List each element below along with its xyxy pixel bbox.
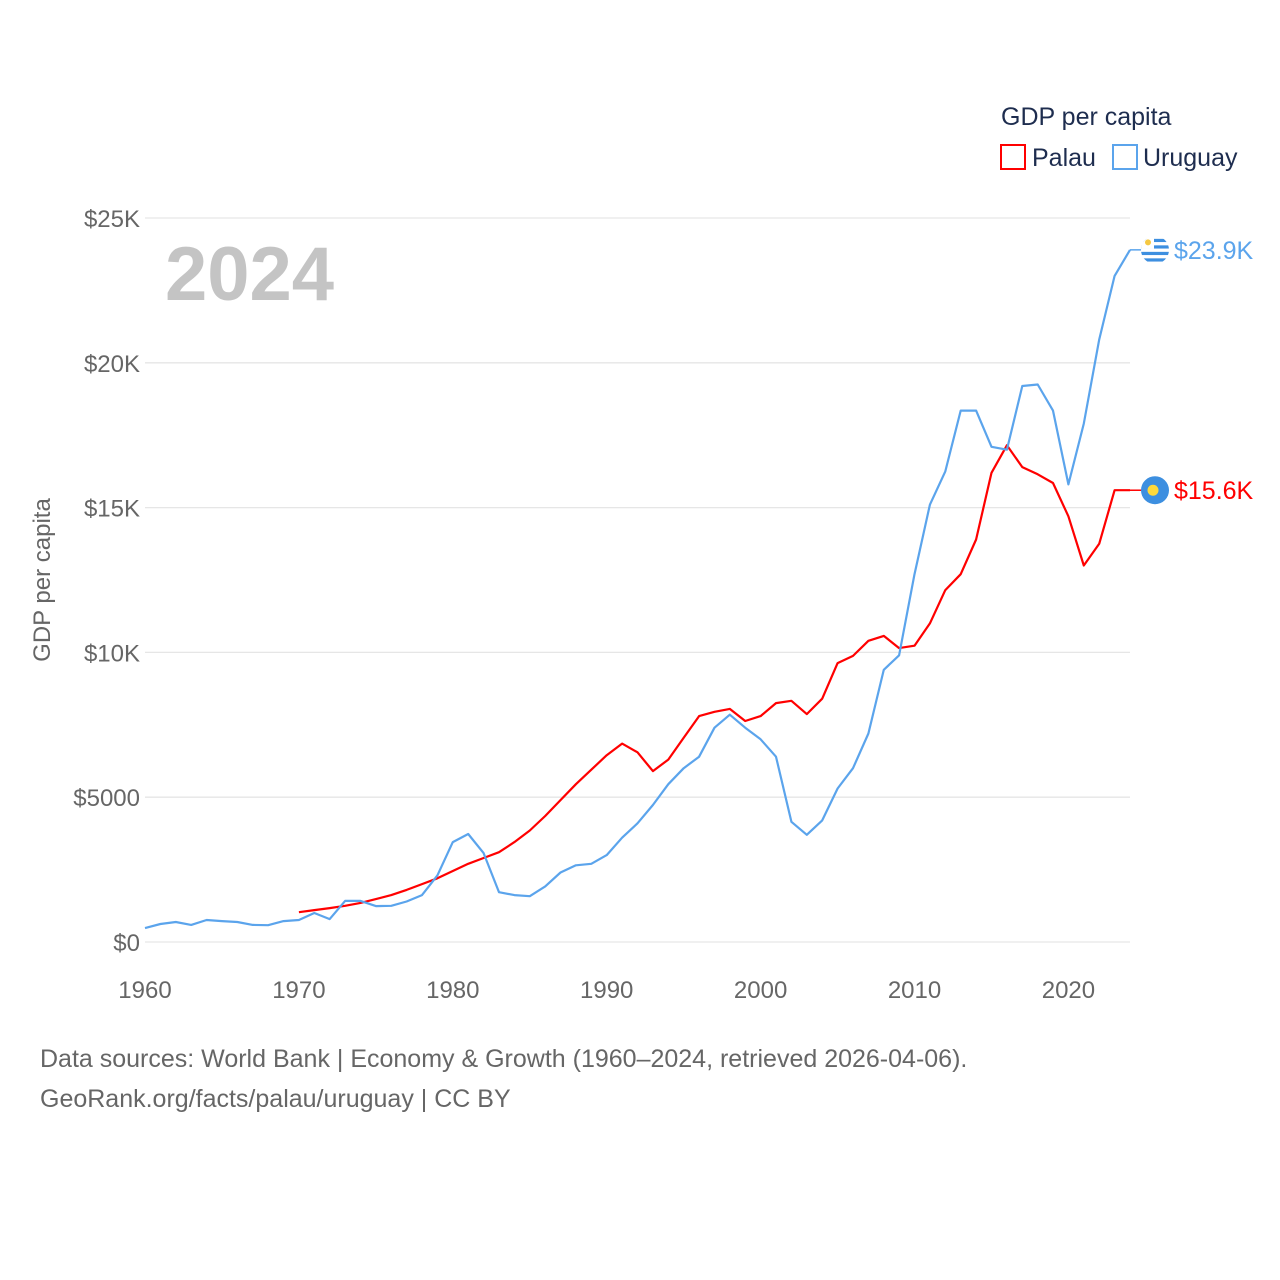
legend-label-palau: Palau — [1032, 144, 1096, 172]
x-tick-label: 1980 — [426, 977, 479, 1004]
legend: GDP per capita Palau Uruguay — [1000, 103, 1238, 172]
x-tick-label: 1990 — [580, 977, 633, 1004]
end-value-label-palau: $15.6K — [1174, 477, 1254, 505]
y-tick-label: $10K — [84, 640, 140, 667]
palau-flag-icon — [1141, 476, 1169, 505]
uruguay-flag-icon — [1141, 235, 1169, 264]
footer-attribution: GeoRank.org/facts/palau/uruguay | CC BY — [40, 1085, 511, 1113]
y-tick-label: $25K — [84, 206, 140, 233]
x-tick-label: 1970 — [272, 977, 325, 1004]
y-tick-label: $20K — [84, 351, 140, 378]
y-tick-label: $0 — [113, 930, 140, 957]
x-tick-label: 2000 — [734, 977, 787, 1004]
y-axis-ticks: $0 $5000 $10K $15K $20K $25K — [73, 206, 140, 957]
series-line-palau — [298, 444, 1130, 914]
x-tick-label: 2020 — [1042, 977, 1095, 1004]
series-line-uruguay — [144, 249, 1131, 930]
y-tick-label: $15K — [84, 496, 140, 523]
x-tick-label: 1960 — [118, 977, 171, 1004]
end-labels: $15.6K $23.9K — [1130, 235, 1254, 505]
y-axis-label: GDP per capita — [29, 498, 56, 662]
x-axis-ticks: 1960 1970 1980 1990 2000 2010 2020 — [118, 977, 1095, 1004]
legend-title: GDP per capita — [1001, 103, 1172, 131]
series-lines — [144, 249, 1131, 930]
legend-swatch-palau — [1000, 144, 1026, 170]
gdp-line-chart: $0 $5000 $10K $15K $20K $25K 1960 1970 1980 1990… — [29, 103, 1254, 1004]
end-value-label-uruguay: $23.9K — [1174, 237, 1254, 265]
footer-sources: Data sources: World Bank | Economy & Gro… — [40, 1045, 968, 1073]
x-tick-label: 2010 — [888, 977, 941, 1004]
year-label: 2024 — [165, 232, 334, 317]
legend-swatch-uruguay — [1112, 144, 1138, 170]
y-tick-label: $5000 — [73, 785, 140, 812]
legend-label-uruguay: Uruguay — [1143, 144, 1238, 172]
gridlines — [145, 217, 1130, 943]
